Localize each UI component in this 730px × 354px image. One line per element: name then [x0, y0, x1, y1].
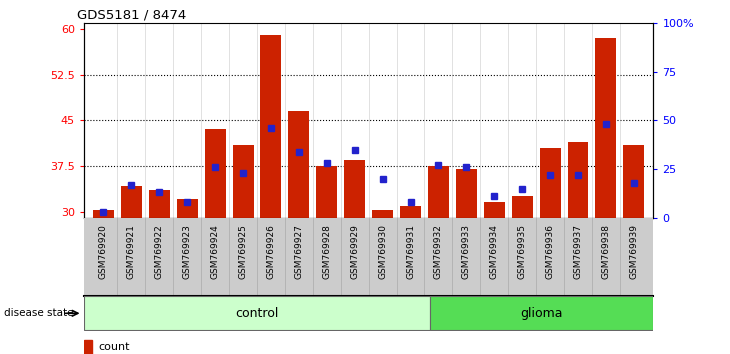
Text: GSM769939: GSM769939: [629, 224, 638, 279]
Text: glioma: glioma: [520, 307, 563, 320]
Bar: [149, 190, 170, 218]
Bar: [121, 186, 142, 218]
Text: GSM769922: GSM769922: [155, 224, 164, 279]
Text: GSM769937: GSM769937: [574, 224, 583, 279]
Bar: [430, 296, 653, 330]
Text: GSM769933: GSM769933: [462, 224, 471, 279]
Text: GSM769936: GSM769936: [545, 224, 555, 279]
Bar: [261, 35, 282, 218]
Bar: [204, 130, 226, 218]
Bar: [539, 148, 561, 218]
Text: count: count: [98, 342, 130, 352]
Text: GSM769925: GSM769925: [239, 224, 247, 279]
Bar: [345, 160, 365, 218]
Bar: [372, 210, 393, 218]
Text: GSM769924: GSM769924: [211, 224, 220, 279]
Text: GSM769932: GSM769932: [434, 224, 443, 279]
Text: GDS5181 / 8474: GDS5181 / 8474: [77, 9, 186, 22]
Text: GSM769931: GSM769931: [406, 224, 415, 279]
Text: GSM769929: GSM769929: [350, 224, 359, 279]
Bar: [456, 169, 477, 218]
Text: GSM769921: GSM769921: [127, 224, 136, 279]
Text: GSM769920: GSM769920: [99, 224, 108, 279]
Bar: [484, 202, 504, 218]
Bar: [84, 296, 430, 330]
Bar: [428, 166, 449, 218]
Text: disease state: disease state: [4, 308, 73, 318]
Bar: [623, 145, 645, 218]
Bar: [400, 206, 421, 218]
Bar: [567, 142, 588, 218]
Bar: [177, 199, 198, 218]
Text: GSM769930: GSM769930: [378, 224, 387, 279]
Bar: [288, 111, 310, 218]
Bar: [84, 340, 93, 354]
Bar: [596, 38, 616, 218]
Text: GSM769926: GSM769926: [266, 224, 275, 279]
Text: control: control: [235, 307, 279, 320]
Bar: [512, 196, 533, 218]
Text: GSM769938: GSM769938: [602, 224, 610, 279]
Text: GSM769927: GSM769927: [294, 224, 304, 279]
Bar: [233, 145, 253, 218]
Text: GSM769928: GSM769928: [322, 224, 331, 279]
Text: GSM769934: GSM769934: [490, 224, 499, 279]
Text: GSM769923: GSM769923: [182, 224, 192, 279]
Bar: [93, 210, 114, 218]
Text: GSM769935: GSM769935: [518, 224, 526, 279]
Bar: [316, 166, 337, 218]
